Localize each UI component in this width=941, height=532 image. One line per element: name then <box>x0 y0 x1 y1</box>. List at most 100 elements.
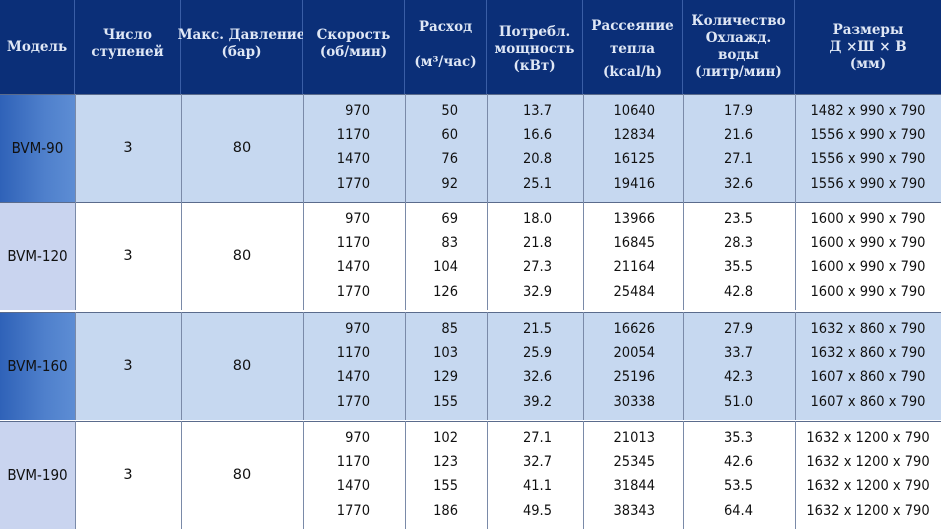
header-line: (м³/час) <box>414 54 477 70</box>
column-divider <box>487 421 488 529</box>
column-divider <box>181 94 182 202</box>
power-cell: 21.5 <box>522 321 552 337</box>
power-cell: 32.9 <box>522 284 552 300</box>
power-cell: 32.6 <box>522 369 552 385</box>
power-cell: 25.9 <box>522 345 552 361</box>
header-stages: Число ступеней <box>75 0 181 94</box>
flow-cell: 155 <box>433 394 458 410</box>
dims-cell: 1600 x 990 x 790 <box>810 235 926 251</box>
speed-cell: 970 <box>345 430 370 446</box>
column-divider <box>405 202 406 310</box>
power-cell: 13.7 <box>522 103 552 119</box>
header-line: ступеней <box>91 44 164 60</box>
header-line: Рассеяние <box>591 17 674 34</box>
pressure-value: 80 <box>232 140 252 156</box>
dims-cell: 1632 x 1200 x 790 <box>806 454 930 470</box>
dims-cell: 1556 x 990 x 790 <box>810 151 926 167</box>
header-line: Скорость <box>316 27 391 43</box>
column-divider <box>795 312 796 420</box>
speed-cell: 1470 <box>336 151 370 167</box>
heat-cell: 25345 <box>613 454 656 470</box>
speed-cell: 970 <box>345 103 370 119</box>
dims-cell: 1556 x 990 x 790 <box>810 127 926 143</box>
dims-cell: 1632 x 1200 x 790 <box>806 430 930 446</box>
header-line: (кВт) <box>513 57 556 74</box>
water-cell: 53.5 <box>723 478 753 494</box>
header-line: (бар) <box>221 44 262 60</box>
row-background <box>75 202 941 310</box>
power-cell: 21.8 <box>522 235 552 251</box>
water-cell: 42.8 <box>723 284 753 300</box>
heat-cell: 10640 <box>613 103 656 119</box>
water-cell: 64.4 <box>723 503 753 519</box>
column-divider <box>683 312 684 420</box>
speed-cell: 1470 <box>336 259 370 275</box>
power-cell: 18.0 <box>522 211 552 227</box>
power-cell: 32.7 <box>522 454 552 470</box>
header-line: тепла <box>609 40 656 57</box>
row-separator <box>0 202 941 203</box>
column-divider <box>181 421 182 529</box>
header-pressure: Макс. Давление (бар) <box>177 0 306 94</box>
speed-cell: 1470 <box>336 369 370 385</box>
column-divider <box>303 94 304 202</box>
column-divider <box>683 421 684 529</box>
model-group: BVM-90 3 80 970 50 13.7 10640 17.9 1482 x 990 x … <box>0 94 941 202</box>
flow-cell: 155 <box>433 478 458 494</box>
flow-cell: 69 <box>441 211 458 227</box>
column-divider <box>683 202 684 310</box>
dims-cell: 1482 x 990 x 790 <box>810 103 926 119</box>
column-divider <box>583 202 584 310</box>
column-divider <box>75 94 76 202</box>
power-cell: 39.2 <box>522 394 552 410</box>
dims-cell: 1600 x 990 x 790 <box>810 211 926 227</box>
header-line: Число <box>102 27 153 43</box>
model-name: BVM-160 <box>0 312 75 420</box>
water-cell: 32.6 <box>723 176 753 192</box>
pressure-value: 80 <box>232 467 252 483</box>
flow-cell: 129 <box>433 369 458 385</box>
flow-cell: 83 <box>441 235 458 251</box>
column-divider <box>683 94 684 202</box>
column-divider <box>583 312 584 420</box>
speed-cell: 1170 <box>336 345 370 361</box>
column-divider <box>303 421 304 529</box>
column-divider <box>487 202 488 310</box>
row-separator <box>0 94 941 95</box>
model-group: BVM-120 3 80 970 69 18.0 13966 23.5 1600 x 990 x… <box>0 202 941 310</box>
header-flow: Расход (м³/час) <box>405 0 487 94</box>
header-heat: Рассеяние тепла (kcal/h) <box>583 0 683 94</box>
stages-value: 3 <box>123 248 133 264</box>
power-cell: 25.1 <box>522 176 552 192</box>
dims-cell: 1607 x 860 x 790 <box>810 369 926 385</box>
column-divider <box>405 94 406 202</box>
heat-cell: 21013 <box>613 430 656 446</box>
speed-cell: 970 <box>345 321 370 337</box>
header-line: Макс. Давление <box>177 27 306 43</box>
power-cell: 27.3 <box>522 259 552 275</box>
flow-cell: 126 <box>433 284 458 300</box>
heat-cell: 16845 <box>613 235 656 251</box>
header-line: Охлажд. <box>705 30 772 46</box>
column-divider <box>795 421 796 529</box>
power-cell: 16.6 <box>522 127 552 143</box>
heat-cell: 19416 <box>613 176 656 192</box>
header-model: Модель <box>0 0 75 94</box>
row-separator <box>0 312 941 313</box>
speed-cell: 1170 <box>336 127 370 143</box>
flow-cell: 60 <box>441 127 458 143</box>
water-cell: 17.9 <box>723 103 753 119</box>
heat-cell: 25196 <box>613 369 656 385</box>
water-cell: 27.1 <box>723 151 753 167</box>
header-line: (об/мин) <box>319 44 388 60</box>
stages-value: 3 <box>123 467 133 483</box>
flow-cell: 92 <box>441 176 458 192</box>
water-cell: 35.3 <box>723 430 753 446</box>
row-background <box>75 94 941 202</box>
column-divider <box>303 202 304 310</box>
model-group: BVM-190 3 80 970 102 27.1 21013 35.3 1632 x 1200… <box>0 421 941 529</box>
water-cell: 35.5 <box>723 259 753 275</box>
column-divider <box>181 202 182 310</box>
column-divider <box>795 202 796 310</box>
